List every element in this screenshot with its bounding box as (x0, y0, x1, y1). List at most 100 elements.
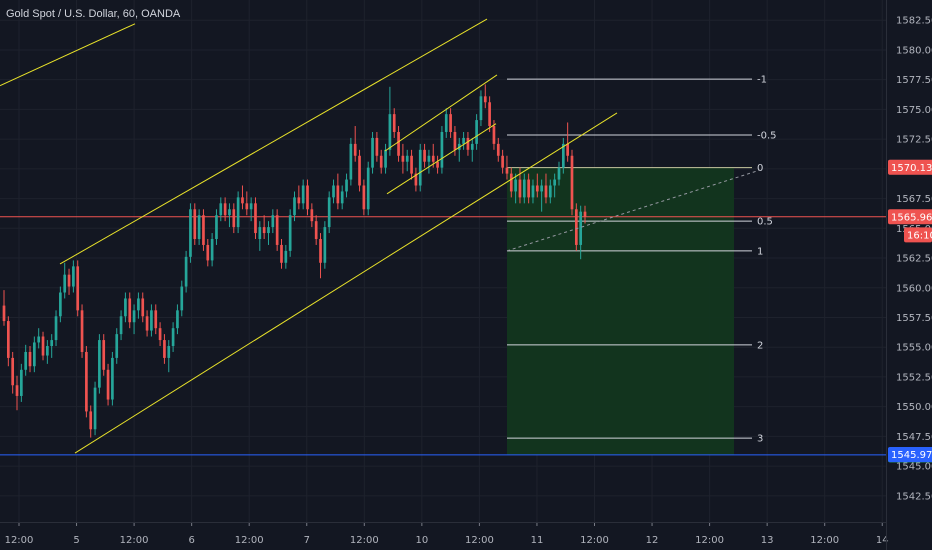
candle[interactable] (397, 126, 400, 162)
candle[interactable] (202, 209, 205, 251)
upper-channel-line[interactable] (59, 18, 488, 265)
x-axis[interactable]: 12:00 5 12:00 6 12:00 7 12:00 10 12:00 11 12:00 12 1… (5, 522, 889, 546)
candle[interactable] (470, 137, 474, 162)
candle[interactable] (427, 149, 431, 174)
candle[interactable] (579, 205, 583, 260)
candle[interactable] (93, 381, 97, 436)
candle[interactable] (505, 155, 509, 180)
candle[interactable] (423, 143, 426, 168)
candle[interactable] (531, 179, 535, 204)
candle[interactable] (137, 292, 140, 319)
candle[interactable] (119, 310, 123, 341)
candle[interactable] (189, 203, 192, 263)
drawings[interactable] (0, 18, 761, 454)
candle[interactable] (241, 185, 244, 210)
candle[interactable] (236, 191, 240, 234)
candle[interactable] (388, 86, 392, 156)
candle[interactable] (11, 351, 15, 394)
upper-left-trendline[interactable] (0, 23, 136, 87)
candle[interactable] (410, 149, 413, 180)
candle[interactable] (332, 179, 335, 204)
candle[interactable] (89, 405, 93, 438)
candle[interactable] (340, 185, 344, 210)
candle[interactable] (527, 173, 530, 204)
candle[interactable] (319, 233, 322, 279)
candle[interactable] (553, 173, 556, 198)
candle[interactable] (570, 149, 574, 216)
candle[interactable] (254, 197, 257, 240)
candle[interactable] (184, 250, 188, 293)
lower-channel-line[interactable] (74, 112, 618, 454)
candle[interactable] (41, 331, 45, 361)
candle[interactable] (54, 310, 58, 347)
candle[interactable] (414, 167, 418, 192)
candle[interactable] (6, 316, 10, 367)
candle[interactable] (249, 197, 253, 222)
inner-lower-line[interactable] (386, 123, 497, 195)
candle[interactable] (171, 322, 175, 352)
candle[interactable] (210, 233, 214, 267)
candle[interactable] (358, 149, 361, 192)
candle[interactable] (154, 304, 158, 335)
candle[interactable] (111, 351, 114, 406)
candle[interactable] (544, 173, 548, 204)
candle[interactable] (193, 203, 197, 245)
candle[interactable] (124, 292, 127, 323)
candle[interactable] (327, 191, 331, 234)
candle[interactable] (379, 149, 383, 174)
candle[interactable] (488, 96, 491, 132)
candle[interactable] (24, 344, 28, 376)
candle[interactable] (223, 197, 227, 222)
candle[interactable] (310, 203, 314, 228)
candle[interactable] (509, 167, 513, 198)
candle[interactable] (336, 173, 340, 210)
candle[interactable] (275, 209, 279, 251)
candle[interactable] (37, 328, 41, 349)
candle[interactable] (449, 108, 452, 138)
candle[interactable] (561, 137, 565, 174)
candle[interactable] (566, 122, 570, 162)
target-zone[interactable] (507, 167, 734, 455)
candle[interactable] (557, 161, 561, 186)
candle[interactable] (535, 173, 539, 198)
candle[interactable] (98, 334, 101, 394)
candle[interactable] (353, 126, 357, 162)
candle[interactable] (72, 260, 75, 293)
candle[interactable] (102, 334, 106, 376)
candle[interactable] (345, 173, 348, 198)
candle[interactable] (167, 340, 171, 373)
candle[interactable] (462, 131, 465, 150)
candle[interactable] (215, 209, 218, 245)
candle[interactable] (401, 143, 405, 174)
candle[interactable] (440, 126, 444, 174)
candle[interactable] (85, 346, 88, 418)
candle[interactable] (50, 334, 54, 358)
candle[interactable] (46, 340, 49, 364)
candle[interactable] (444, 108, 448, 138)
candle[interactable] (405, 149, 409, 172)
candle[interactable] (267, 221, 270, 245)
candle[interactable] (418, 143, 422, 192)
candle[interactable] (583, 205, 587, 224)
candle[interactable] (67, 268, 71, 295)
projection-dashed-line[interactable] (506, 169, 761, 252)
candle[interactable] (479, 90, 483, 127)
candle[interactable] (306, 179, 309, 216)
candle[interactable] (297, 185, 301, 210)
inner-upper-line[interactable] (384, 74, 498, 152)
candle[interactable] (453, 126, 457, 156)
candle[interactable] (228, 203, 231, 228)
candle[interactable] (76, 260, 80, 317)
candle[interactable] (466, 131, 470, 156)
candle[interactable] (271, 209, 275, 234)
candle[interactable] (301, 179, 305, 210)
candle[interactable] (33, 336, 36, 373)
candle[interactable] (392, 108, 396, 138)
candle[interactable] (106, 363, 110, 406)
candle[interactable] (349, 137, 353, 186)
candle[interactable] (115, 328, 119, 364)
candle[interactable] (232, 203, 236, 234)
candle[interactable] (540, 179, 543, 212)
candle[interactable] (475, 114, 478, 150)
